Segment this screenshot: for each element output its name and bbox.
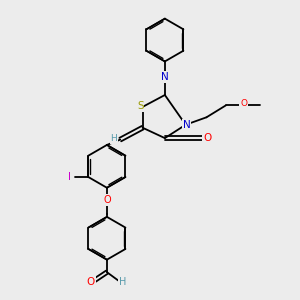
Text: O: O <box>104 195 111 205</box>
Text: N: N <box>161 72 169 82</box>
Text: N: N <box>183 120 190 130</box>
Text: O: O <box>86 277 95 287</box>
Text: O: O <box>240 99 247 108</box>
Text: S: S <box>137 101 143 111</box>
Text: O: O <box>203 133 212 143</box>
Text: H: H <box>110 134 117 143</box>
Text: H: H <box>119 277 126 287</box>
Text: I: I <box>68 172 70 182</box>
